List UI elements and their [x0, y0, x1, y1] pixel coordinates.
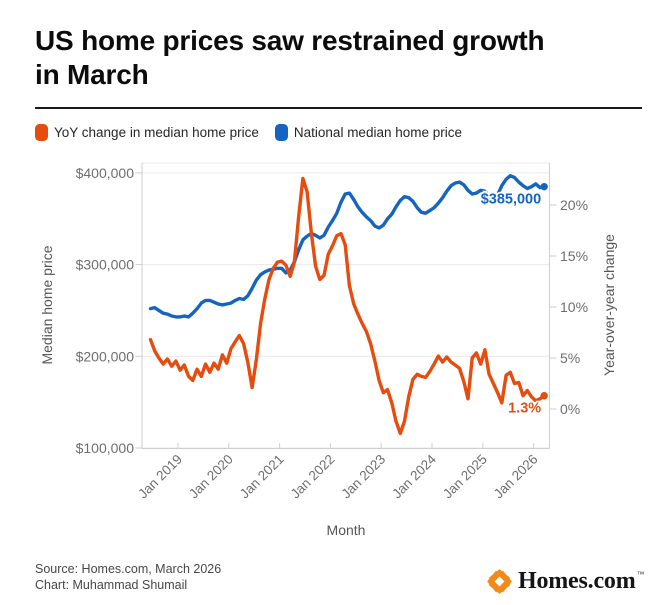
y-axis-left-title: Median home price	[39, 245, 55, 365]
y-left-tick-label: $300,000	[76, 257, 135, 273]
x-tick-label: Jan 2023	[338, 452, 388, 502]
headline-line-1: US home prices saw restrained growth	[35, 25, 545, 56]
homes-pinwheel-icon	[487, 569, 512, 594]
x-tick-label: Jan 2019	[135, 452, 185, 502]
y-right-tick-label: 0%	[560, 401, 580, 417]
page-title: US home prices saw restrained growth in …	[35, 24, 635, 92]
x-tick-label: Jan 2021	[237, 452, 287, 502]
legend-item-yoy: YoY change in median home price	[35, 123, 259, 141]
footer-credits: Source: Homes.com, March 2026 Chart: Muh…	[35, 561, 221, 593]
y-left-tick-label: $100,000	[76, 440, 135, 456]
x-tick-label: Jan 2022	[288, 452, 338, 502]
yoy-end-dot	[540, 392, 548, 400]
price-end-label: $385,000	[481, 192, 541, 208]
legend-item-price: National median home price	[274, 123, 462, 141]
legend-swatch-price	[274, 123, 288, 141]
y-left-tick-label: $200,000	[76, 348, 135, 364]
x-tick-label: Jan 2024	[389, 451, 439, 501]
trademark-symbol: ™	[636, 570, 645, 579]
credit-line: Chart: Muhammad Shumail	[35, 578, 188, 592]
homes-logo[interactable]: Homes.com ™	[484, 566, 645, 597]
y-right-tick-label: 5%	[560, 350, 580, 366]
x-tick-label: Jan 2025	[440, 452, 490, 502]
title-divider	[35, 107, 642, 109]
y-right-tick-label: 10%	[560, 299, 588, 315]
legend: YoY change in median home price National…	[35, 123, 462, 141]
price-line	[148, 174, 546, 319]
yoy-end-label: 1.3%	[508, 401, 541, 417]
legend-label-yoy: YoY change in median home price	[54, 124, 259, 140]
headline-line-2: in March	[35, 59, 149, 90]
price-end-dot	[540, 182, 548, 191]
legend-label-price: National median home price	[293, 124, 462, 140]
yoy-line	[148, 176, 546, 436]
legend-swatch-yoy	[35, 123, 48, 141]
homes-logo-wordmark: Homes.com	[518, 568, 636, 594]
source-line: Source: Homes.com, March 2026	[35, 562, 222, 576]
x-axis-title: Month	[326, 522, 366, 538]
x-tick-label: Jan 2026	[491, 452, 541, 502]
y-axis-right-title: Year-over-year change	[601, 234, 617, 376]
y-left-tick-label: $400,000	[76, 165, 135, 181]
y-right-tick-label: 20%	[560, 197, 588, 213]
x-tick-label: Jan 2020	[186, 452, 236, 502]
y-right-tick-label: 15%	[560, 248, 588, 264]
